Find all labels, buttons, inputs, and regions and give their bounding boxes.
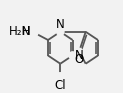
Circle shape bbox=[55, 73, 65, 82]
Circle shape bbox=[69, 52, 76, 59]
Circle shape bbox=[27, 26, 38, 37]
Text: Cl: Cl bbox=[54, 79, 66, 92]
Text: H₂N: H₂N bbox=[9, 25, 31, 38]
Text: N: N bbox=[75, 49, 83, 62]
Text: N: N bbox=[56, 18, 65, 31]
Text: H: H bbox=[22, 25, 31, 38]
Circle shape bbox=[76, 48, 82, 55]
Circle shape bbox=[57, 28, 64, 35]
Text: O: O bbox=[75, 53, 84, 66]
